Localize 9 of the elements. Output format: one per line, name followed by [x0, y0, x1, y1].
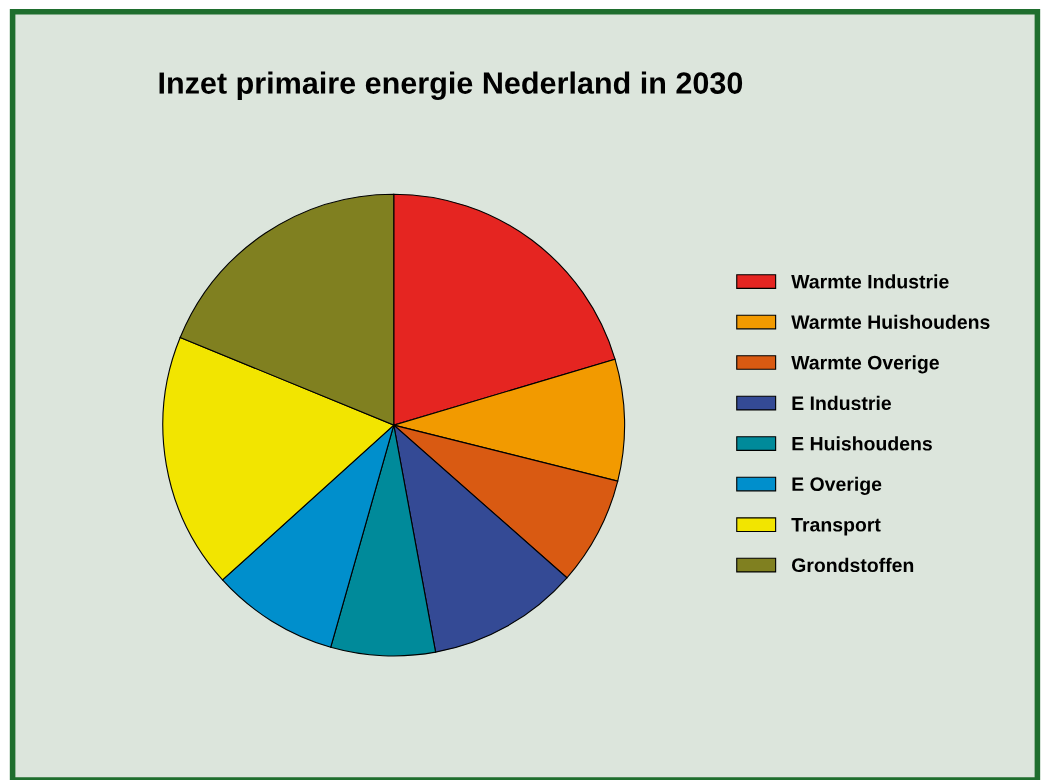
legend-label: Warmte Industrie: [791, 274, 949, 289]
chart-title: Inzet primaire energie Nederland in 2030: [159, 71, 743, 101]
legend-label: Grondstoffen: [791, 557, 914, 573]
legend-label: Transport: [791, 518, 881, 536]
legend-label: Warmte Overige: [791, 355, 939, 374]
legend-label: E Huishoudens: [792, 436, 932, 451]
legend-label: Warmte Huishoudens: [791, 314, 990, 330]
legend-label: E Industrie: [792, 395, 892, 411]
legend-label: E Overige: [792, 476, 882, 495]
